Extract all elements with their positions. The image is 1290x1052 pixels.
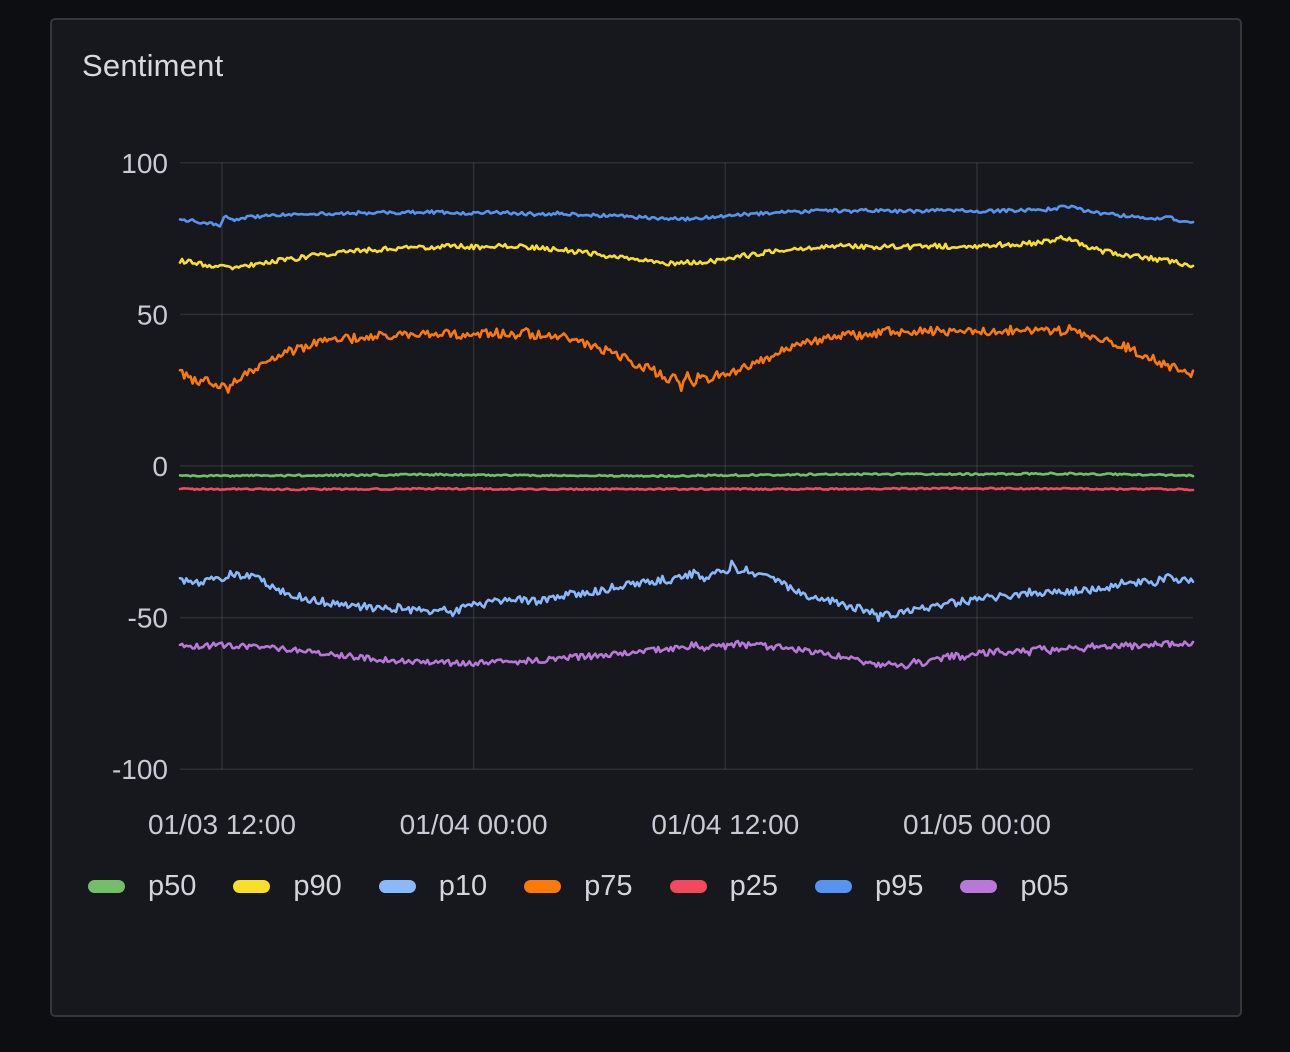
legend-label: p25 — [729, 869, 778, 902]
x-tick-label: 01/03 12:00 — [148, 809, 296, 840]
y-tick-label: 0 — [152, 451, 168, 482]
series-swatch-p95 — [814, 879, 852, 893]
legend-label: p05 — [1020, 869, 1069, 902]
y-tick-label: -50 — [128, 603, 168, 634]
series-line-p10 — [178, 559, 1195, 623]
panel-title[interactable]: Sentiment — [82, 48, 224, 83]
series-swatch-p05 — [960, 879, 998, 893]
legend: p50 p90 p10 p75 p25 p95 p05 — [88, 868, 1098, 904]
series-line-p95 — [178, 204, 1195, 228]
y-tick-label: 50 — [137, 299, 168, 330]
series-swatch-p10 — [378, 879, 416, 893]
x-tick-label: 01/04 00:00 — [400, 809, 548, 840]
series-line-p50 — [178, 471, 1195, 479]
legend-item-p75[interactable]: p75 — [524, 868, 633, 904]
legend-item-p95[interactable]: p95 — [814, 868, 924, 904]
sentiment-panel: Sentiment 100 50 0 -50 -100 01/03 12:00 … — [50, 18, 1242, 1017]
y-tick-label: 100 — [121, 148, 168, 179]
legend-item-p50[interactable]: p50 — [88, 868, 196, 904]
legend-label: p90 — [293, 869, 342, 902]
series-line-p05 — [178, 639, 1195, 670]
series-swatch-p90 — [233, 879, 271, 893]
legend-item-p05[interactable]: p05 — [960, 868, 1069, 904]
series-line-p75 — [178, 324, 1195, 394]
sentiment-chart-plot-area[interactable]: 100 50 0 -50 -100 01/03 12:00 01/04 00:0… — [52, 20, 1244, 1019]
legend-item-p10[interactable]: p10 — [378, 868, 488, 904]
y-tick-label: -100 — [112, 754, 168, 785]
series-swatch-p75 — [524, 879, 562, 893]
legend-item-p25[interactable]: p25 — [669, 868, 778, 904]
grid-lines — [180, 162, 1193, 770]
x-axis: 01/03 12:00 01/04 00:00 01/04 12:00 01/0… — [148, 809, 1051, 840]
legend-label: p75 — [584, 869, 633, 902]
x-tick-label: 01/05 00:00 — [903, 809, 1051, 840]
legend-label: p50 — [148, 869, 197, 902]
series-lines — [178, 204, 1195, 670]
series-line-p90 — [178, 234, 1195, 271]
series-swatch-p50 — [88, 879, 125, 893]
x-tick-label: 01/04 12:00 — [651, 809, 799, 840]
series-line-p25 — [178, 486, 1195, 492]
legend-label: p95 — [874, 869, 924, 902]
y-axis: 100 50 0 -50 -100 — [112, 148, 168, 785]
series-swatch-p25 — [669, 879, 707, 893]
legend-item-p90[interactable]: p90 — [233, 868, 342, 904]
legend-label: p10 — [438, 869, 488, 902]
